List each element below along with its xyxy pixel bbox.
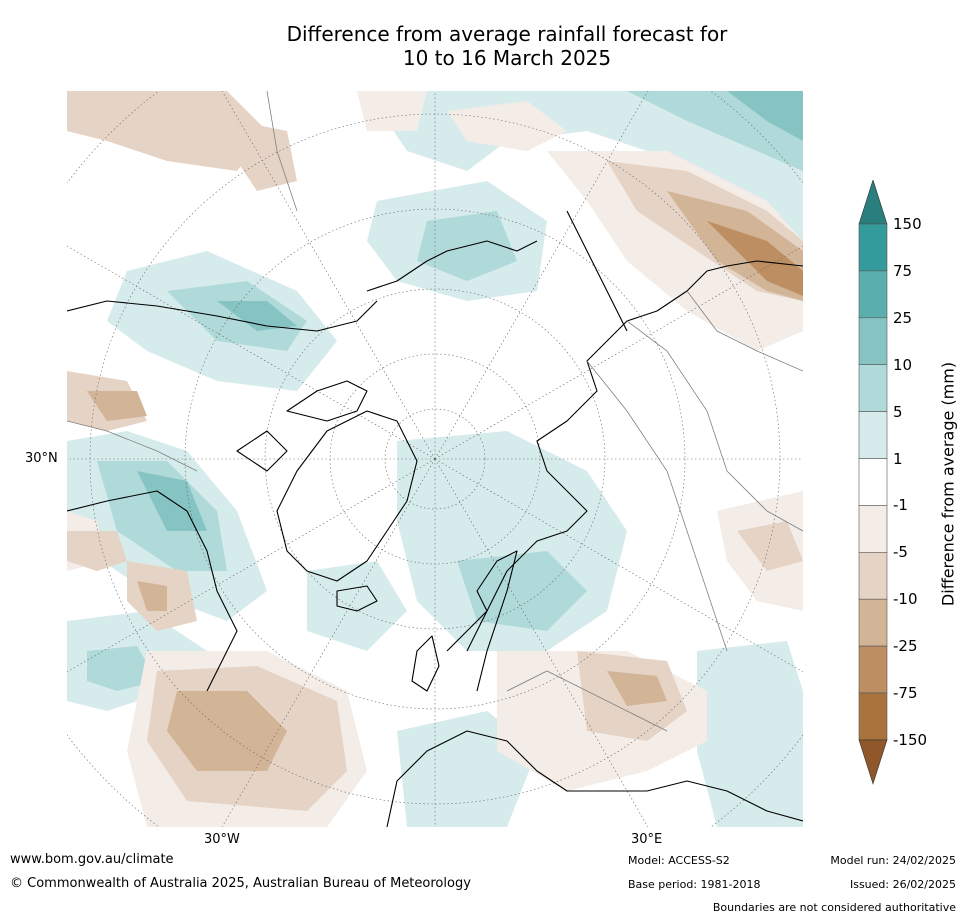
footer-copyright: © Commonwealth of Australia 2025, Austra…: [10, 876, 471, 891]
colorbar-extend-top: [858, 180, 888, 225]
title-line-1: Difference from average rainfall forecas…: [286, 22, 728, 46]
colorbar-tick-label: -75: [893, 684, 918, 702]
colorbar-segment: [858, 411, 888, 459]
colorbar-tick-label: -25: [893, 637, 918, 656]
coastlines: [67, 210, 803, 827]
lon-label-30e: 30°E: [631, 832, 663, 847]
colorbar-segment: [858, 223, 888, 272]
colorbar-segment: [858, 505, 888, 553]
footer-url: www.bom.gov.au/climate: [10, 852, 174, 867]
colorbar: [858, 180, 888, 785]
country-boundaries: [67, 91, 803, 732]
footer-model: Model: ACCESS-S2: [628, 854, 730, 867]
chart-title: Difference from average rainfall forecas…: [160, 22, 854, 70]
footer-model-run: Model run: 24/02/2025: [830, 854, 956, 867]
anomaly-shading: [67, 91, 803, 827]
title-line-2: 10 to 16 March 2025: [402, 46, 612, 70]
colorbar-tick-label: 75: [893, 261, 913, 280]
colorbar-tick-label: 5: [893, 402, 903, 421]
footer-base-period: Base period: 1981-2018: [628, 878, 761, 891]
colorbar-segment: [858, 551, 888, 600]
colorbar-segment: [858, 692, 888, 741]
colorbar-tick-label: -150: [893, 730, 928, 749]
colorbar-segment: [858, 364, 888, 412]
colorbar-tick-label: -5: [893, 543, 908, 562]
colorbar-segment: [858, 317, 888, 366]
lon-label-30w: 30°W: [204, 832, 240, 847]
colorbar-segment: [858, 598, 888, 647]
colorbar-tick-label: 25: [893, 308, 913, 327]
footer-issued: Issued: 26/02/2025: [849, 878, 956, 891]
colorbar-tick-label: -10: [893, 590, 918, 609]
lat-label-30n: 30°N: [25, 451, 58, 466]
colorbar-tick-label: 150: [893, 215, 922, 233]
colorbar-segment: [858, 458, 888, 506]
colorbar-tick-label: -1: [893, 496, 908, 515]
colorbar-segment: [858, 270, 888, 319]
colorbar-tick-label: 1: [893, 449, 903, 468]
footer-disclaimer: Boundaries are not considered authoritat…: [712, 901, 956, 914]
rainfall-anomaly-map: [67, 91, 803, 827]
colorbar-tick-label: 10: [893, 355, 913, 374]
graticule: [67, 91, 803, 827]
colorbar-title: Difference from average (mm): [938, 361, 958, 607]
colorbar-segment: [858, 645, 888, 694]
colorbar-extend-bottom: [858, 739, 888, 785]
